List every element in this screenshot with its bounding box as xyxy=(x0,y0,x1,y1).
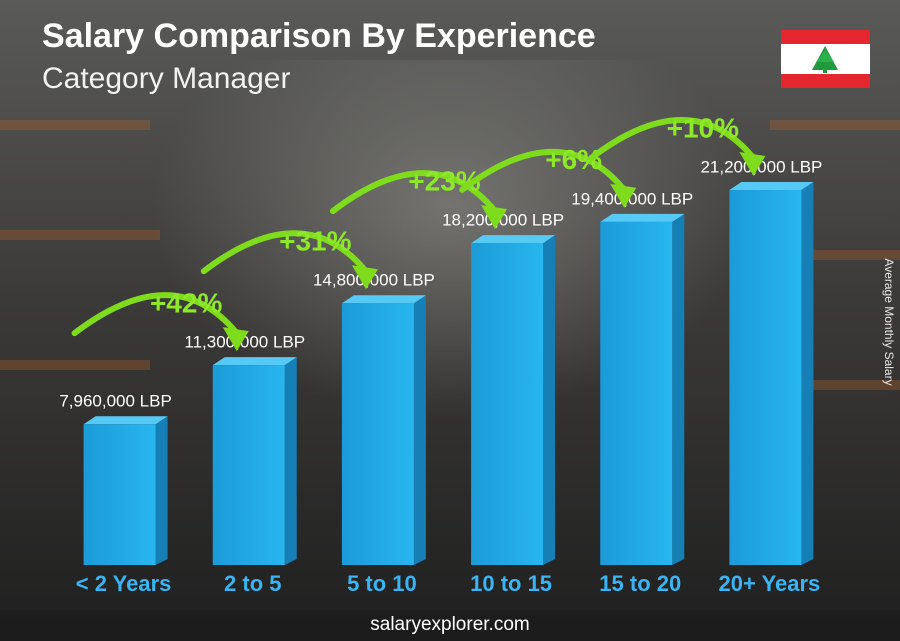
x-tick-label: 20+ Years xyxy=(719,571,821,596)
change-arrow xyxy=(329,170,499,215)
bar xyxy=(341,303,414,565)
change-arrowhead xyxy=(222,327,249,352)
footer-band xyxy=(0,610,900,641)
chart-subtitle: Category Manager xyxy=(42,62,290,95)
bar xyxy=(600,221,673,565)
value-label: 21,200,000 LBP xyxy=(700,157,822,176)
change-label: +23% xyxy=(408,165,480,196)
bar-side xyxy=(672,213,685,565)
change-arrowhead xyxy=(481,205,508,230)
background-shelves xyxy=(0,120,900,390)
change-arrowhead xyxy=(739,152,766,176)
value-label: 7,960,000 LBP xyxy=(59,392,171,411)
bar-side xyxy=(284,357,297,565)
change-arrow xyxy=(71,292,240,337)
bar xyxy=(471,243,544,565)
chart-title: Salary Comparison By Experience xyxy=(42,17,596,55)
value-label: 18,200,000 LBP xyxy=(442,211,564,230)
change-arrow xyxy=(459,149,628,193)
bar-side xyxy=(155,416,168,565)
change-arrowhead xyxy=(351,265,378,290)
change-arrow xyxy=(200,230,369,275)
source: salaryexplorer.com xyxy=(370,614,529,635)
x-tick-label: 10 to 15 xyxy=(470,571,552,596)
x-tick-label: < 2 Years xyxy=(76,571,172,596)
value-label: 14,800,000 LBP xyxy=(313,271,435,290)
bar-side xyxy=(801,182,814,565)
bar-top xyxy=(729,182,814,190)
x-tick-label: 5 to 10 xyxy=(347,571,417,596)
y-axis-label: Average Monthly Salary xyxy=(882,258,896,385)
x-tick-label: 15 to 20 xyxy=(599,571,681,596)
change-arrow xyxy=(588,117,757,161)
change-label: +31% xyxy=(279,226,351,257)
bar-top xyxy=(341,295,426,304)
bar-top xyxy=(600,213,685,222)
value-label: 11,300,000 LBP xyxy=(184,333,305,352)
value-label: 19,400,000 LBP xyxy=(571,189,693,208)
bar-top xyxy=(212,357,297,366)
bar xyxy=(212,365,285,565)
bar-top xyxy=(471,235,556,244)
bar xyxy=(83,424,156,565)
change-arrowhead xyxy=(610,183,637,208)
flag xyxy=(781,30,870,88)
bar-top xyxy=(83,416,168,425)
change-label: +10% xyxy=(667,112,739,143)
change-label: +42% xyxy=(150,288,222,319)
bar-side xyxy=(543,235,556,565)
x-tick-label: 2 to 5 xyxy=(224,571,281,596)
bar xyxy=(729,190,802,565)
bar-side xyxy=(413,295,426,565)
